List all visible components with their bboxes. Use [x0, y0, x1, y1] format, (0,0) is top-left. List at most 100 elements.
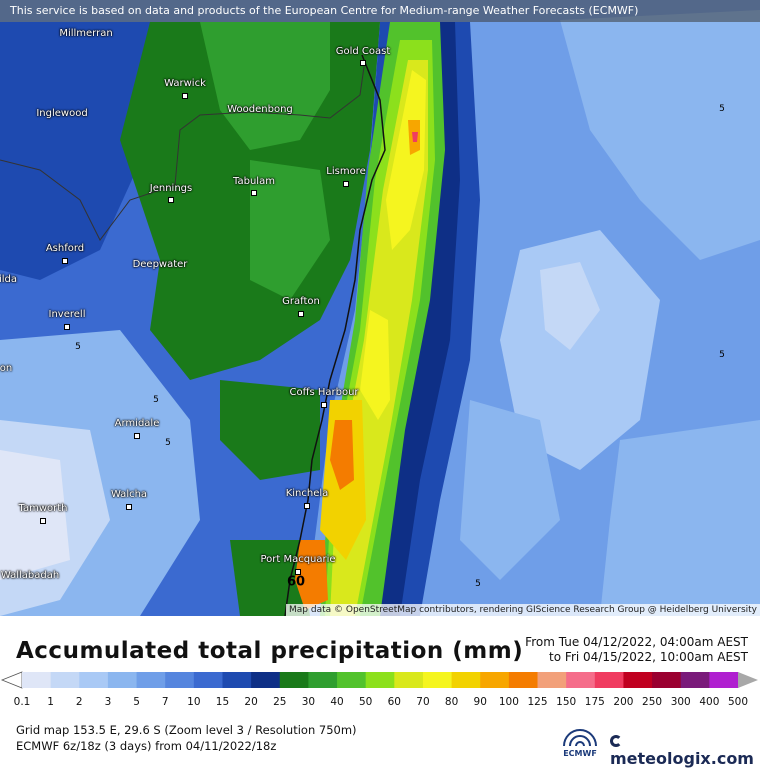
scale-segment [22, 672, 52, 688]
city-marker [134, 433, 140, 439]
ecmwf-logo-icon [563, 729, 597, 747]
city-marker [40, 518, 46, 524]
scale-tick-label: 7 [161, 696, 169, 708]
scale-segment [594, 672, 624, 688]
city-label-jennings: Jennings [149, 183, 193, 194]
contour-label: 5 [719, 104, 725, 114]
contour-label: 5 [719, 350, 725, 360]
scale-tick-label: 1 [47, 696, 54, 708]
scale-arrow-right [738, 672, 758, 688]
scale-tick-label: 20 [244, 696, 258, 708]
scale-segment [337, 672, 367, 688]
scale-segment [394, 672, 424, 688]
city-label-tabulam: Tabulam [233, 176, 275, 187]
model-info: Grid map 153.5 E, 29.6 S (Zoom level 3 /… [16, 722, 357, 754]
scale-segment [165, 672, 195, 688]
city-marker [298, 311, 304, 317]
scale-segment [623, 672, 653, 688]
scale-segment [365, 672, 395, 688]
meteologix-logo[interactable]: meteologix.com [610, 730, 760, 768]
scale-segment [222, 672, 252, 688]
city-marker [360, 60, 366, 66]
scale-segment [537, 672, 567, 688]
legend-title: Accumulated total precipitation (mm) [16, 638, 524, 664]
scale-tick-label: 400 [699, 696, 720, 708]
ecmwf-logo: ECMWF [560, 728, 600, 758]
scale-tick-label: 15 [215, 696, 230, 708]
legend-panel: Accumulated total precipitation (mm) Fro… [0, 616, 760, 768]
contour-label: 5 [153, 395, 159, 405]
ecmwf-logo-text: ECMWF [563, 749, 597, 758]
scale-segment [136, 672, 166, 688]
model-run-info: ECMWF 6z/18z (3 days) from 04/11/2022/18… [16, 739, 277, 753]
city-label-gold-coast: Gold Coast [335, 46, 391, 57]
scale-tick-label: 175 [584, 696, 605, 708]
city-marker [321, 402, 327, 408]
city-label-warwick: Warwick [164, 78, 206, 89]
city-marker [64, 324, 70, 330]
grid-info: Grid map 153.5 E, 29.6 S (Zoom level 3 /… [16, 723, 357, 737]
scale-segment [308, 672, 338, 688]
scale-segment [566, 672, 596, 688]
city-label-grafton: Grafton [282, 296, 320, 307]
scale-tick-label: 5 [133, 696, 140, 708]
city-label-on: on [0, 363, 13, 374]
meteologix-text: meteologix.com [610, 749, 754, 768]
scale-segment [107, 672, 138, 688]
city-label-wallabadah: Wallabadah [0, 570, 60, 581]
city-label-port-macquarie: Port Macquarie [260, 554, 336, 565]
contour-label: 5 [475, 579, 481, 589]
scale-segment [193, 672, 223, 688]
city-label-ilda: ilda [0, 274, 18, 285]
city-label-kinchela: Kinchela [285, 488, 329, 499]
color-scale [0, 671, 758, 689]
city-label-inverell: Inverell [48, 309, 86, 320]
city-label-coffs-harbour: Coffs Harbour [289, 387, 359, 398]
city-marker [343, 181, 349, 187]
period-from: From Tue 04/12/2022, 04:00am AEST [525, 635, 748, 649]
scale-segment [451, 672, 481, 688]
contour-label: 5 [75, 342, 81, 352]
scale-tick-label: 200 [613, 696, 634, 708]
city-marker [126, 504, 132, 510]
scale-tick-label: 250 [642, 696, 663, 708]
scale-segment [652, 672, 682, 688]
period-to: to Fri 04/15/2022, 10:00am AEST [549, 650, 748, 664]
scale-tick-label: 300 [670, 696, 691, 708]
city-marker [295, 569, 301, 575]
precipitation-field [0, 0, 760, 616]
precipitation-map[interactable]: This service is based on data and produc… [0, 0, 760, 616]
city-label-lismore: Lismore [326, 166, 366, 177]
scale-segment [680, 672, 710, 688]
scale-segment [50, 672, 80, 688]
scale-segment [279, 672, 309, 688]
scale-tick-label: 80 [444, 696, 459, 708]
scale-segment [480, 672, 510, 688]
scale-tick-label: 125 [527, 696, 548, 708]
scale-tick-label: 30 [301, 696, 316, 708]
scale-tick-label: 25 [273, 696, 287, 708]
scale-tick-label: 150 [556, 696, 577, 708]
scale-segment [79, 672, 109, 688]
scale-tick-label: 500 [727, 696, 749, 708]
scale-tick-label: 60 [387, 696, 401, 708]
scale-ticks: 0.1 1 2 3 5 7 10 15 20 25 30 40 50 60 70 80 90 100 125 150 1… [0, 696, 760, 710]
city-label-armidale: Armidale [114, 418, 160, 429]
city-marker [62, 258, 68, 264]
scale-segment [709, 672, 739, 688]
scale-tick-label: 70 [416, 696, 430, 708]
scale-tick-label: 0.1 [13, 696, 31, 708]
contour-label: 60 [286, 574, 306, 590]
scale-arrow-left [0, 671, 23, 689]
forecast-period: From Tue 04/12/2022, 04:00am AEST to Fri… [525, 635, 748, 665]
scale-tick-label: 90 [473, 696, 487, 708]
city-marker [182, 93, 188, 99]
scale-tick-label: 40 [330, 696, 344, 708]
city-label-millmerran: Millmerran [59, 28, 113, 39]
city-label-tamworth: Tamworth [18, 503, 68, 514]
scale-segment [251, 672, 281, 688]
ecmwf-banner: This service is based on data and produc… [0, 0, 760, 22]
city-label-inglewood: Inglewood [36, 108, 88, 119]
scale-segment [422, 672, 453, 688]
scale-tick-label: 3 [104, 696, 112, 708]
